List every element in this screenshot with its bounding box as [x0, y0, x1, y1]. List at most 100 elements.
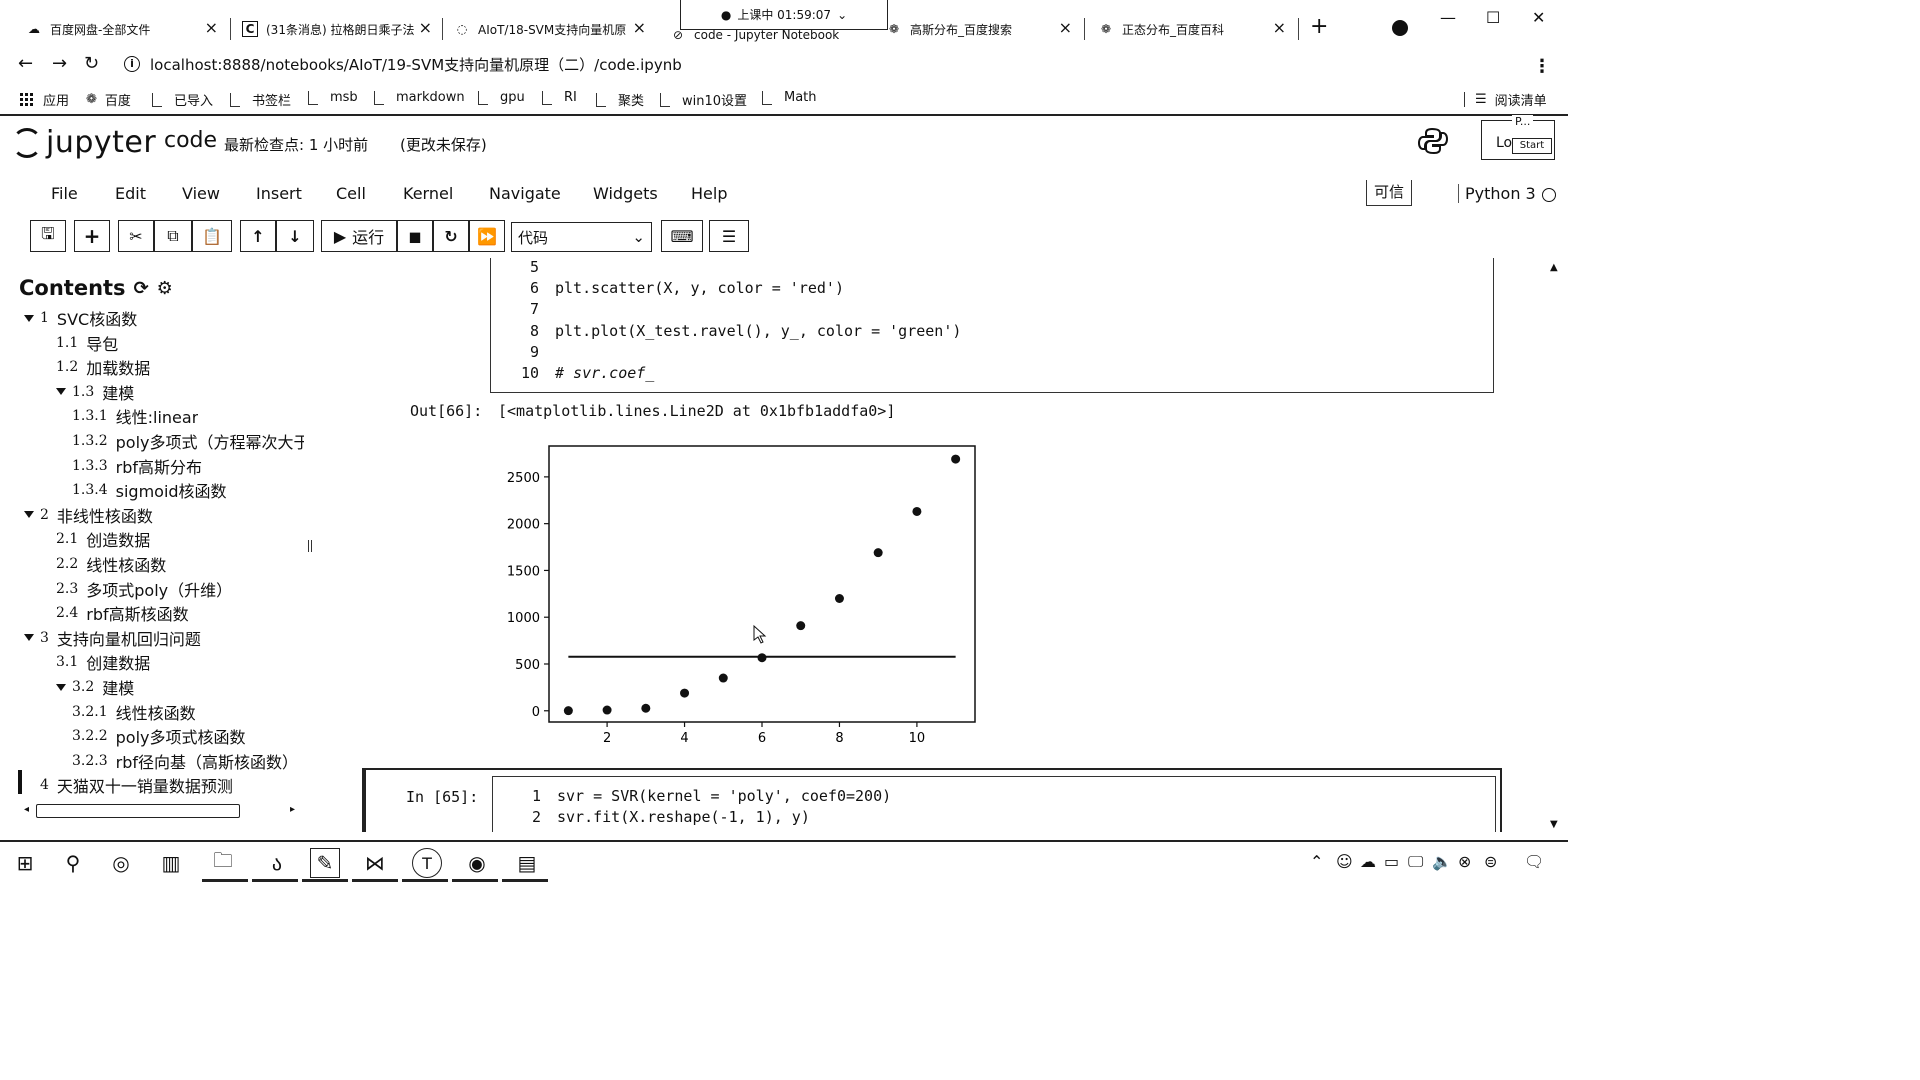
caret-down-icon[interactable] [24, 314, 34, 322]
toc-item[interactable]: 2.3 多项式poly（升维） [56, 577, 232, 601]
class-timer-popup[interactable]: ● 上课中 01:59:07 ⌄ [680, 0, 888, 30]
login-widget[interactable]: P... Lo Start [1481, 115, 1555, 160]
bookmark-folder[interactable]: Math [762, 90, 817, 105]
tray-app-icon[interactable]: ☺ [1336, 852, 1353, 871]
app-icon[interactable]: ა [271, 851, 283, 875]
menu-kernel[interactable]: Kernel [403, 184, 454, 203]
save-button[interactable]: 🖫 [30, 220, 66, 252]
restart-button[interactable]: ↻ [433, 220, 469, 252]
bookmark-folder[interactable]: gpu [478, 90, 525, 105]
bookmark-folder[interactable]: 已导入 [152, 90, 213, 109]
toc-item[interactable]: 2 非线性核函数 [24, 503, 153, 527]
volume-icon[interactable]: 🔈 [1432, 852, 1452, 871]
caret-down-icon[interactable] [56, 388, 66, 396]
profile-icon[interactable] [1392, 20, 1408, 36]
typora-icon[interactable]: T [412, 848, 442, 878]
menu-navigate[interactable]: Navigate [489, 184, 561, 203]
scroll-left-icon[interactable]: ◂ [24, 804, 30, 815]
toc-toggle-button[interactable]: ☰ [709, 220, 749, 252]
chrome-icon[interactable]: ◉ [468, 851, 486, 875]
notebook-vertical-scrollbar[interactable]: ▲ ▼ [1548, 258, 1562, 832]
close-circle-icon[interactable]: ⊗ [1458, 852, 1472, 871]
copy-button[interactable]: ⧉ [154, 220, 192, 252]
network-icon[interactable]: 🖵 [1408, 852, 1424, 871]
trusted-badge[interactable]: 可信 [1366, 180, 1412, 206]
toc-item[interactable]: 1.3.3 rbf高斯分布 [72, 454, 202, 478]
scroll-right-icon[interactable]: ▸ [290, 804, 296, 815]
toc-item[interactable]: 3.1 创建数据 [56, 650, 150, 674]
maximize-button[interactable]: ☐ [1486, 8, 1501, 27]
tab-gaussian-search[interactable]: ❁ 高斯分布_百度搜索 × [860, 14, 1082, 44]
code-cell-editor[interactable]: 5 6 plt.scatter(X, y, color = 'red') 7 8 plt.… [490, 258, 1494, 393]
toc-item[interactable]: 4 天猫双十一销量数据预测 [40, 773, 233, 797]
toc-item[interactable]: 1.2 加载数据 [56, 355, 150, 379]
battery-icon[interactable]: ▭ [1384, 852, 1400, 871]
forward-arrow-icon[interactable]: → [52, 53, 68, 74]
cloud-icon[interactable]: ☁ [1360, 852, 1376, 871]
menu-cell[interactable]: Cell [336, 184, 366, 203]
run-button[interactable]: ▶ 运行 [321, 220, 397, 252]
task-view-icon[interactable]: ▥ [161, 851, 181, 875]
close-window-button[interactable]: ✕ [1532, 8, 1546, 27]
caret-down-icon[interactable] [24, 634, 34, 642]
toc-item[interactable]: 1.3.4 sigmoid核函数 [72, 478, 227, 502]
menu-widgets[interactable]: Widgets [593, 184, 658, 203]
code-cell-selected[interactable]: In [65]: 1 svr = SVR(kernel = 'poly', coe… [362, 768, 1502, 832]
reading-list[interactable]: ☰ 阅读清单 [1464, 90, 1547, 109]
move-down-button[interactable]: ↓ [276, 220, 314, 252]
scroll-up-icon[interactable]: ▲ [1550, 262, 1558, 273]
terminal-icon[interactable]: ▤ [517, 851, 537, 875]
toc-item[interactable]: 3.2.3 rbf径向基（高斯核函数） [72, 749, 298, 773]
notebook-name[interactable]: code [164, 128, 218, 153]
close-icon[interactable]: × [418, 18, 432, 37]
minimize-button[interactable]: — [1440, 8, 1456, 27]
bookmark-folder[interactable]: win10设置 [660, 90, 747, 109]
url-input[interactable]: localhost:8888/notebooks/AIoT/19-SVM支持向量… [150, 56, 682, 74]
bookmark-folder[interactable]: markdown [374, 90, 465, 105]
bookmark-folder[interactable]: 聚类 [596, 90, 644, 109]
browser-menu-icon[interactable]: ⋮ [1533, 56, 1551, 77]
toc-item[interactable]: 3.2.2 poly多项式核函数 [72, 724, 246, 748]
code-cell-editor[interactable]: 1 svr = SVR(kernel = 'poly', coef0=200) 2 s… [492, 776, 1496, 832]
toc-item[interactable]: 1.3 建模 [56, 380, 134, 404]
toc-item[interactable]: 1.1 导包 [56, 331, 118, 355]
start-icon[interactable]: ⊞ [16, 851, 34, 875]
bookmark-apps[interactable]: 应用 [20, 90, 69, 109]
toc-item[interactable]: 3 支持向量机回归问题 [24, 626, 201, 650]
bookmark-folder[interactable]: RI [542, 90, 577, 105]
back-arrow-icon[interactable]: ← [18, 53, 34, 74]
paste-button[interactable]: 📋 [192, 220, 232, 252]
start-button[interactable]: Start [1512, 138, 1552, 154]
close-icon[interactable]: × [1058, 18, 1072, 37]
command-palette-button[interactable]: ⌨ [661, 220, 703, 252]
search-icon[interactable]: ⚲ [65, 851, 81, 875]
jupyter-logo[interactable]: jupyter [10, 124, 156, 160]
bookmark-folder[interactable]: msb [308, 90, 358, 105]
caret-down-icon[interactable] [24, 511, 34, 519]
reload-icon[interactable]: ↻ [84, 53, 100, 74]
toc-item[interactable]: 1.3.1 线性:linear [72, 404, 198, 428]
cell-type-select[interactable]: 代码 ⌄ [511, 222, 652, 252]
tab-baidu-pan[interactable]: ☁ 百度网盘-全部文件 × [0, 14, 228, 44]
close-icon[interactable]: × [632, 18, 646, 37]
bookmark-baidu[interactable]: ❁ 百度 [86, 90, 131, 109]
notification-icon[interactable]: 🗨 [1524, 852, 1545, 871]
toc-item[interactable]: 1.3.2 poly多项式（方程幂次大于 [72, 429, 304, 453]
tray-chevron-icon[interactable]: ⌃ [1310, 852, 1324, 871]
toc-item[interactable]: 3.2 建模 [56, 675, 134, 699]
insert-cell-button[interactable]: + [74, 220, 110, 252]
close-icon[interactable]: × [1272, 18, 1286, 37]
menu-file[interactable]: File [51, 184, 78, 203]
bookmark-folder[interactable]: 书签栏 [230, 90, 291, 109]
tab-normal-distribution[interactable]: ❁ 正态分布_百度百科 × [1072, 14, 1296, 44]
menu-insert[interactable]: Insert [256, 184, 302, 203]
new-tab-plus-icon[interactable]: + [1310, 14, 1329, 39]
menu-edit[interactable]: Edit [115, 184, 146, 203]
tab-jupyter-active[interactable]: ⊘ code - Jupyter Notebook [644, 20, 874, 50]
scroll-down-icon[interactable]: ▼ [1550, 819, 1558, 830]
site-info-icon[interactable]: i [124, 56, 140, 72]
interrupt-button[interactable]: ◼ [397, 220, 433, 252]
menu-help[interactable]: Help [691, 184, 728, 203]
toc-item[interactable]: 1 SVC核函数 [24, 306, 137, 330]
toc-item[interactable]: 3.2.1 线性核函数 [72, 700, 196, 724]
